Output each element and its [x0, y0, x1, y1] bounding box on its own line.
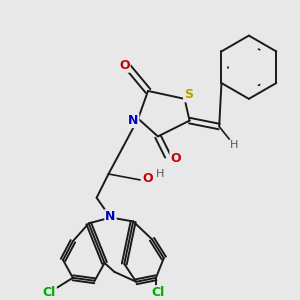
- Text: O: O: [143, 172, 153, 185]
- Text: Cl: Cl: [43, 286, 56, 299]
- Text: Cl: Cl: [151, 286, 164, 299]
- Text: N: N: [105, 210, 116, 223]
- Text: N: N: [128, 114, 138, 127]
- Text: O: O: [119, 59, 130, 72]
- Text: O: O: [170, 152, 181, 165]
- Text: H: H: [156, 169, 164, 179]
- Text: H: H: [230, 140, 238, 150]
- Text: S: S: [184, 88, 193, 101]
